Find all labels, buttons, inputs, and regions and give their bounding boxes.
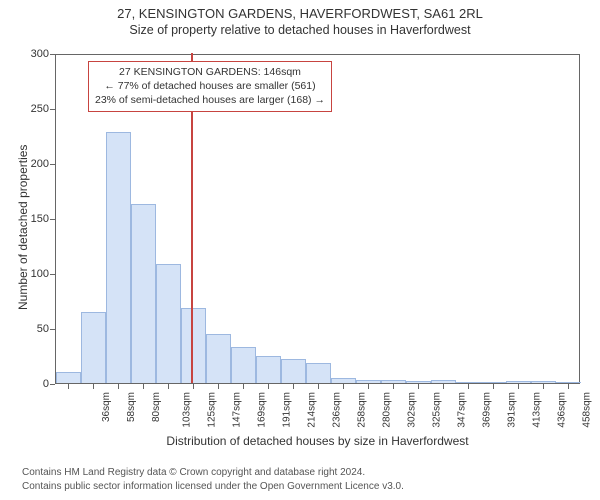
y-tick-mark — [50, 384, 55, 385]
histogram-bar — [506, 381, 531, 383]
footer-line-2: Contains public sector information licen… — [22, 480, 404, 494]
x-tick-label: 458sqm — [581, 392, 592, 428]
histogram-bar — [156, 264, 181, 383]
x-tick-mark — [518, 384, 519, 389]
chart-container: 27, KENSINGTON GARDENS, HAVERFORDWEST, S… — [0, 0, 600, 500]
footer-line-1: Contains HM Land Registry data © Crown c… — [22, 466, 404, 480]
histogram-bar — [406, 381, 431, 383]
x-tick-label: 36sqm — [101, 392, 112, 422]
histogram-bar — [256, 356, 281, 384]
x-tick-mark — [93, 384, 94, 389]
histogram-bar — [456, 382, 481, 383]
x-tick-label: 413sqm — [531, 392, 542, 428]
x-tick-mark — [143, 384, 144, 389]
histogram-bar — [106, 132, 131, 383]
x-tick-label: 214sqm — [306, 392, 317, 428]
x-tick-mark — [168, 384, 169, 389]
x-tick-mark — [468, 384, 469, 389]
x-tick-label: 191sqm — [281, 392, 292, 428]
x-tick-mark — [493, 384, 494, 389]
x-tick-mark — [568, 384, 569, 389]
histogram-bar — [281, 359, 306, 383]
y-tick-mark — [50, 219, 55, 220]
annotation-line: ← 77% of detached houses are smaller (56… — [95, 79, 325, 93]
x-tick-label: 169sqm — [256, 392, 267, 428]
x-tick-label: 391sqm — [506, 392, 517, 428]
x-tick-mark — [68, 384, 69, 389]
histogram-bar — [181, 308, 206, 383]
y-tick-mark — [50, 109, 55, 110]
x-tick-mark — [293, 384, 294, 389]
histogram-bar — [556, 382, 581, 383]
x-tick-label: 58sqm — [126, 392, 137, 422]
chart-title-main: 27, KENSINGTON GARDENS, HAVERFORDWEST, S… — [0, 0, 600, 21]
histogram-bar — [481, 382, 506, 383]
annotation-box: 27 KENSINGTON GARDENS: 146sqm← 77% of de… — [88, 61, 332, 112]
x-tick-label: 103sqm — [181, 392, 192, 428]
x-tick-label: 280sqm — [381, 392, 392, 428]
x-tick-label: 258sqm — [356, 392, 367, 428]
annotation-line: 23% of semi-detached houses are larger (… — [95, 93, 325, 107]
y-tick-label: 150 — [23, 213, 49, 225]
plot-area: 27 KENSINGTON GARDENS: 146sqm← 77% of de… — [55, 54, 580, 384]
y-tick-mark — [50, 54, 55, 55]
histogram-bar — [306, 363, 331, 383]
x-tick-mark — [443, 384, 444, 389]
x-tick-mark — [243, 384, 244, 389]
histogram-bar — [131, 204, 156, 383]
histogram-bar — [531, 381, 556, 383]
y-tick-mark — [50, 164, 55, 165]
x-tick-mark — [543, 384, 544, 389]
x-tick-label: 436sqm — [556, 392, 567, 428]
y-tick-mark — [50, 274, 55, 275]
y-tick-label: 300 — [23, 48, 49, 60]
y-tick-label: 200 — [23, 158, 49, 170]
y-tick-label: 50 — [23, 323, 49, 335]
x-tick-label: 147sqm — [231, 392, 242, 428]
footer-text: Contains HM Land Registry data © Crown c… — [22, 466, 404, 493]
x-tick-mark — [118, 384, 119, 389]
x-tick-label: 369sqm — [481, 392, 492, 428]
x-tick-label: 80sqm — [151, 392, 162, 422]
x-tick-mark — [418, 384, 419, 389]
histogram-bar — [356, 380, 381, 383]
x-axis-title: Distribution of detached houses by size … — [55, 434, 580, 448]
x-tick-label: 125sqm — [206, 392, 217, 428]
x-tick-mark — [218, 384, 219, 389]
x-tick-mark — [343, 384, 344, 389]
histogram-bar — [431, 380, 456, 383]
y-tick-label: 250 — [23, 103, 49, 115]
x-tick-mark — [318, 384, 319, 389]
x-tick-label: 347sqm — [456, 392, 467, 428]
histogram-bar — [206, 334, 231, 384]
x-tick-mark — [193, 384, 194, 389]
y-tick-mark — [50, 329, 55, 330]
y-tick-label: 100 — [23, 268, 49, 280]
histogram-bar — [56, 372, 81, 383]
histogram-bar — [331, 378, 356, 384]
y-tick-label: 0 — [23, 378, 49, 390]
annotation-line: 27 KENSINGTON GARDENS: 146sqm — [95, 65, 325, 79]
chart-title-sub: Size of property relative to detached ho… — [0, 21, 600, 37]
x-tick-mark — [368, 384, 369, 389]
x-tick-mark — [268, 384, 269, 389]
x-tick-mark — [393, 384, 394, 389]
histogram-bar — [81, 312, 106, 384]
x-tick-label: 302sqm — [406, 392, 417, 428]
histogram-bar — [231, 347, 256, 383]
histogram-bar — [381, 380, 406, 383]
x-tick-label: 236sqm — [331, 392, 342, 428]
x-tick-label: 325sqm — [431, 392, 442, 428]
